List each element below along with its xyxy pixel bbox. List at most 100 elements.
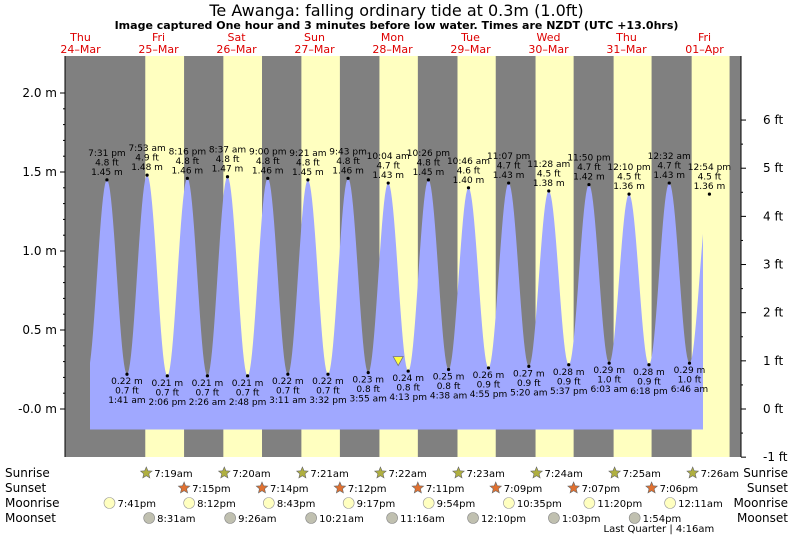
high-tide-metres: 1.36 m — [694, 182, 726, 192]
astro-row-label-left: Moonset — [5, 511, 56, 525]
low-tide-time: 2:06 pm — [149, 398, 187, 408]
moonrise-icon — [664, 497, 676, 509]
day-of-week-label: Sat — [227, 31, 246, 44]
high-tide-metres: 1.47 m — [212, 165, 244, 175]
day-of-week-label: Fri — [152, 31, 165, 44]
low-tide-feet: 0.7 ft — [316, 387, 340, 397]
day-date-label: 24–Mar — [60, 43, 101, 56]
low-tide-time: 6:03 am — [590, 385, 627, 395]
sunset-icon — [567, 481, 581, 494]
right-tick-label: 6 ft — [763, 113, 783, 127]
moonset-icon — [548, 512, 560, 524]
moonset-icon — [305, 512, 317, 524]
moonset-icon — [628, 512, 641, 524]
low-tide-feet: 0.7 ft — [155, 388, 179, 398]
high-tide-metres: 1.43 m — [372, 171, 404, 181]
moonrise-icon — [103, 497, 116, 509]
right-tick-label: 2 ft — [763, 306, 783, 320]
high-tide-metres: 1.36 m — [613, 182, 645, 192]
high-tide-time: 9:00 pm — [249, 147, 287, 157]
high-tide-time: 7:31 pm — [88, 149, 126, 159]
high-tide-marker — [145, 173, 149, 177]
low-tide-metres: 0.21 m — [232, 379, 264, 389]
left-tick-label: 1.5 m — [22, 165, 57, 179]
low-tide-time: 5:37 pm — [550, 387, 588, 397]
sunset-time: 7:07pm — [582, 484, 621, 495]
high-tide-metres: 1.42 m — [573, 173, 605, 183]
sunrise-icon — [686, 466, 700, 479]
low-tide-metres: 0.22 m — [272, 377, 304, 387]
right-tick-label: 1 ft — [763, 354, 783, 368]
high-tide-feet: 4.8 ft — [256, 157, 280, 167]
sunrise-time: 7:23am — [466, 469, 504, 480]
low-tide-marker — [446, 367, 451, 372]
high-tide-metres: 1.43 m — [653, 171, 685, 181]
high-tide-marker — [507, 181, 511, 185]
moonset-time: 1:03pm — [562, 514, 601, 525]
low-tide-metres: 0.29 m — [593, 366, 625, 376]
sunset-icon — [333, 481, 347, 494]
low-tide-time: 3:11 am — [269, 396, 306, 406]
astro-row-label-right: Moonrise — [733, 496, 788, 510]
low-tide-time: 6:46 am — [671, 385, 708, 395]
low-tide-marker — [647, 363, 651, 367]
astro-row-label-left: Sunset — [5, 481, 46, 495]
high-tide-time: 11:28 am — [527, 160, 570, 170]
chart-title: Te Awanga: falling ordinary tide at 0.3m… — [209, 1, 584, 20]
moonset-time: 8:31am — [157, 514, 195, 525]
moonset-icon — [224, 512, 236, 524]
sunrise-time: 7:22am — [388, 469, 426, 480]
day-date-label: 25–Mar — [138, 43, 179, 56]
moonset-time: 9:26am — [238, 514, 276, 525]
low-tide-time: 4:38 am — [430, 392, 467, 402]
high-tide-metres: 1.45 m — [91, 168, 123, 178]
sunrise-time: 7:21am — [310, 469, 348, 480]
moonrise-time: 9:17pm — [357, 499, 396, 510]
low-tide-marker — [687, 361, 692, 365]
low-tide-metres: 0.28 m — [553, 368, 585, 378]
day-date-label: 27–Mar — [294, 43, 335, 56]
right-tick-label: 0 ft — [763, 402, 783, 416]
low-tide-metres: 0.21 m — [151, 379, 183, 389]
tide-curve — [90, 175, 703, 430]
day-date-label: 29–Mar — [450, 43, 491, 56]
low-tide-marker — [286, 372, 290, 376]
sunset-icon — [255, 481, 269, 494]
high-tide-metres: 1.45 m — [413, 168, 445, 178]
low-tide-feet: 0.7 ft — [196, 388, 220, 398]
moonset-time: 12:10pm — [481, 514, 526, 525]
low-tide-metres: 0.22 m — [312, 377, 344, 387]
high-tide-feet: 4.8 ft — [216, 155, 240, 165]
low-tide-marker — [527, 364, 531, 368]
tide-labels: 7:31 pm4.8 ft1.45 m0.22 m0.7 ft1:41 am7:… — [88, 144, 731, 408]
high-tide-metres: 1.45 m — [292, 168, 324, 178]
moonrise-time: 12:11am — [678, 499, 723, 510]
astro-row-label-right: Sunset — [747, 481, 788, 495]
high-tide-time: 10:46 am — [447, 157, 490, 167]
right-tick-label: 5 ft — [763, 161, 783, 175]
low-tide-feet: 1.0 ft — [597, 376, 621, 386]
high-tide-feet: 4.7 ft — [497, 162, 521, 172]
chart-axes: -0.0 m 0.5 m 1.0 m 1.5 m 2.0 m -1 ft 0 ft 1 ft 2… — [18, 56, 788, 464]
moonset-icon — [386, 512, 398, 524]
sunrise-time: 7:26am — [701, 469, 739, 480]
high-tide-time: 10:04 am — [367, 152, 410, 162]
sunrise-icon — [452, 466, 465, 479]
high-tide-metres: 1.40 m — [453, 176, 485, 186]
low-tide-marker — [205, 374, 210, 378]
moonrise-time: 9:54pm — [437, 499, 476, 510]
moonset-icon — [467, 512, 479, 524]
high-tide-feet: 4.5 ft — [617, 173, 641, 183]
high-tide-metres: 1.43 m — [493, 171, 525, 181]
moonrise-icon — [422, 497, 435, 509]
high-tide-marker — [587, 183, 591, 187]
sunset-icon — [645, 481, 659, 494]
moonrise-time: 7:41pm — [117, 499, 156, 510]
day-of-week-label: Mon — [381, 31, 404, 44]
day-date-label: 31–Mar — [606, 43, 647, 56]
high-tide-feet: 4.7 ft — [657, 162, 681, 172]
sunrise-icon — [608, 466, 622, 479]
high-tide-time: 11:07 pm — [487, 152, 530, 162]
low-tide-feet: 0.9 ft — [517, 379, 541, 389]
